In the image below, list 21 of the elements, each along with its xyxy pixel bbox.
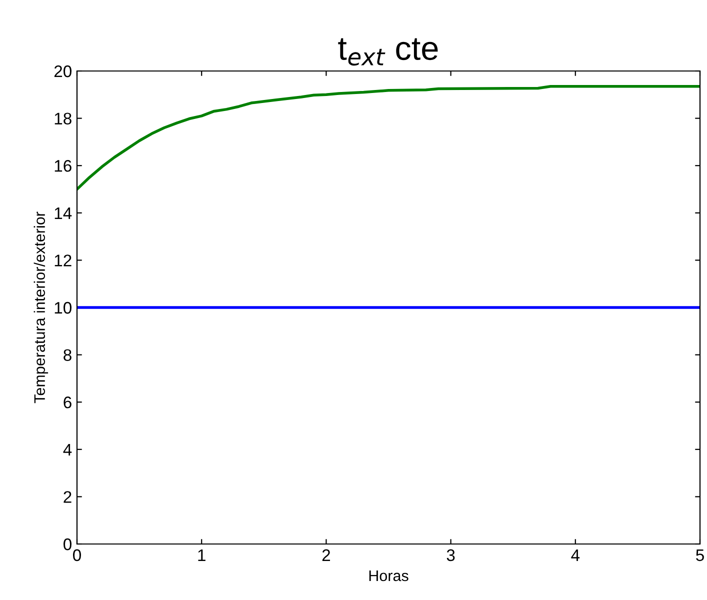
x-axis-title: Horas: [369, 570, 408, 582]
x-tick-label: 3: [446, 549, 455, 562]
y-tick-label: 16: [54, 160, 72, 172]
y-tick-label: 2: [64, 491, 72, 503]
y-tick-label: 18: [54, 112, 72, 125]
line-series: [77, 84, 700, 191]
y-tick-label: 10: [54, 302, 72, 314]
x-tick-label: 1: [198, 549, 206, 561]
y-axis-title: Temperatura interior/exterior: [34, 212, 48, 404]
chart-title: t$_{ext}$ cte: [338, 38, 438, 66]
x-tick-label: 0: [73, 549, 81, 562]
x-tick-label: 4: [571, 549, 580, 561]
y-tick-label: 14: [54, 207, 72, 219]
y-tick-label: 20: [54, 65, 72, 78]
y-tick-label: 6: [64, 396, 72, 408]
x-tick-label: 5: [696, 549, 704, 562]
y-tick-label: 12: [54, 254, 72, 266]
x-tick-label: 2: [322, 549, 330, 561]
y-tick-label: 4: [63, 444, 72, 456]
y-tick-label: 0: [64, 538, 72, 550]
y-tick-label: 8: [64, 349, 72, 362]
